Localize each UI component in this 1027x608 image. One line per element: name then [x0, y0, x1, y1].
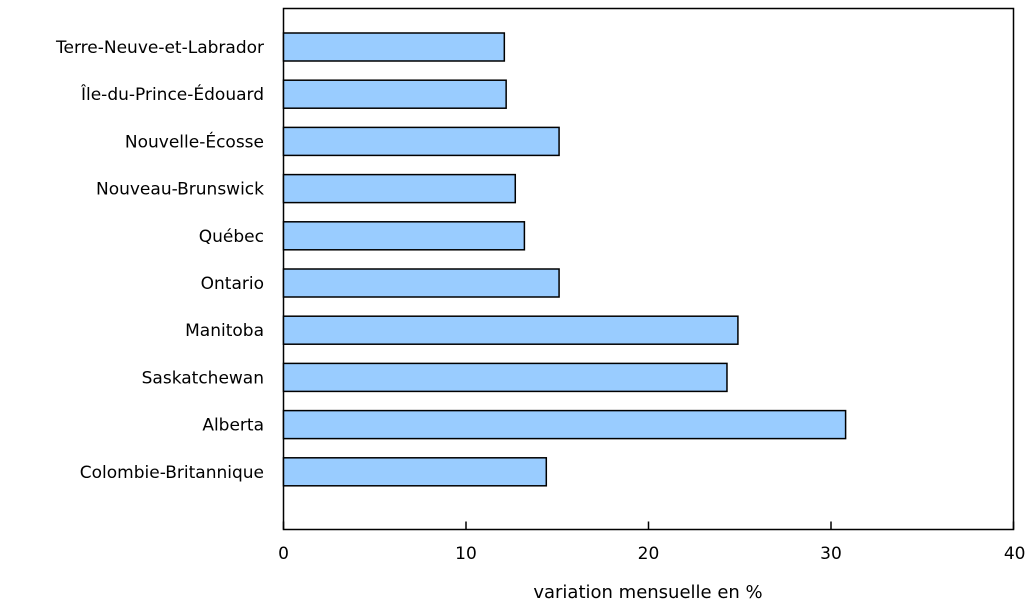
bar: [282, 221, 526, 251]
category-label: Terre-Neuve-et-Labrador: [55, 38, 264, 58]
category-label: Nouveau-Brunswick: [96, 180, 264, 200]
category-label: Nouvelle-Écosse: [125, 130, 264, 152]
category-label: Manitoba: [185, 321, 264, 341]
category-label: Alberta: [202, 416, 264, 436]
bar: [282, 32, 506, 62]
category-label: Québec: [199, 227, 264, 247]
x-axis-ticks: 0 10 20 30 40: [278, 521, 1026, 564]
x-tick-label: 20: [638, 544, 660, 564]
bar: [282, 362, 728, 393]
x-tick-label: 0: [278, 544, 289, 564]
bar: [282, 315, 739, 345]
x-tick-label: 10: [455, 544, 477, 564]
bar: [282, 126, 560, 157]
bar: [282, 79, 507, 109]
bar: [282, 268, 560, 298]
bar: [282, 409, 847, 440]
category-label: Ontario: [201, 274, 264, 294]
category-label: Colombie-Britannique: [80, 463, 264, 483]
category-labels: Terre-Neuve-et-Labrador Île-du-Prince-Édo…: [55, 38, 264, 483]
x-axis-title: variation mensuelle en %: [533, 582, 762, 603]
bar: [282, 457, 548, 487]
x-tick-label: 30: [820, 544, 842, 564]
category-label: Saskatchewan: [142, 368, 264, 388]
x-tick-label: 40: [1004, 544, 1026, 564]
category-label: Île-du-Prince-Édouard: [80, 83, 264, 105]
bar: [282, 173, 517, 204]
bars-layer: [282, 32, 847, 487]
